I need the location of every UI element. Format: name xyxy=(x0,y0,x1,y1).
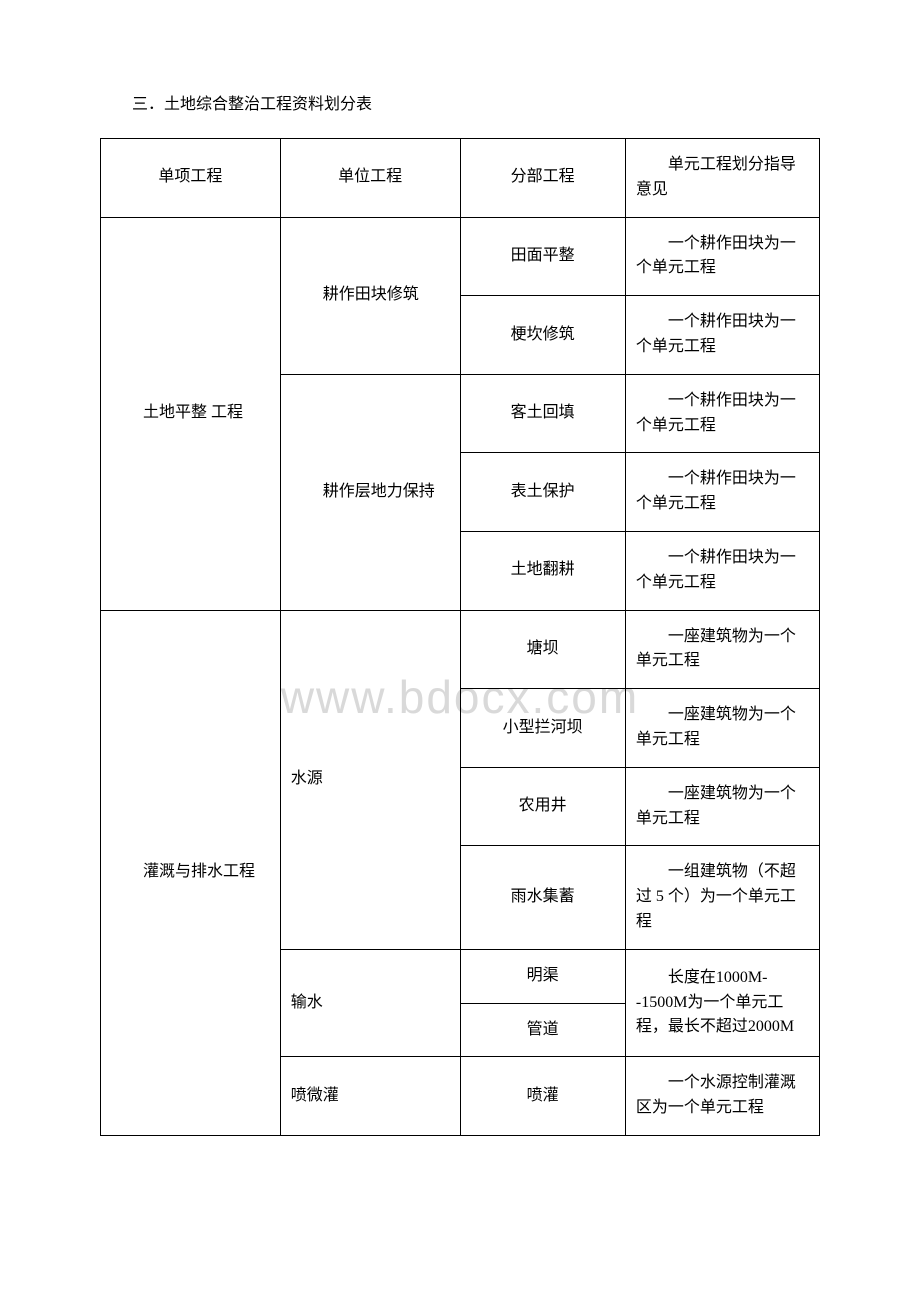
cell-part: 梗坎修筑 xyxy=(460,296,625,375)
page-title: 三．土地综合整治工程资料划分表 xyxy=(100,90,820,114)
cell-unit-2-2: 输水 xyxy=(280,949,460,1057)
header-col4: 单元工程划分指导意见 xyxy=(625,139,819,218)
cell-unit-1-1: 耕作田块修筑 xyxy=(280,217,460,374)
cell-part: 农用井 xyxy=(460,767,625,846)
cell-part: 小型拦河坝 xyxy=(460,689,625,768)
cell-guideline: 一个耕作田块为一个单元工程 xyxy=(625,217,819,296)
cell-guideline: 一个耕作田块为一个单元工程 xyxy=(625,296,819,375)
cell-guideline: 长度在1000M--1500M为一个单元工程，最长不超过2000M xyxy=(625,949,819,1057)
cell-part: 土地翻耕 xyxy=(460,531,625,610)
cell-guideline: 一组建筑物（不超过 5 个）为一个单元工程 xyxy=(625,846,819,949)
cell-part: 雨水集蓄 xyxy=(460,846,625,949)
cell-part: 田面平整 xyxy=(460,217,625,296)
cell-guideline: 一座建筑物为一个单元工程 xyxy=(625,610,819,689)
cell-project-1: 土地平整 工程 xyxy=(101,217,281,610)
header-col2: 单位工程 xyxy=(280,139,460,218)
division-table: 单项工程 单位工程 分部工程 单元工程划分指导意见 土地平整 工程 耕作田块修筑… xyxy=(100,138,820,1136)
cell-unit-2-1: 水源 xyxy=(280,610,460,949)
cell-guideline: 一座建筑物为一个单元工程 xyxy=(625,767,819,846)
cell-part: 塘坝 xyxy=(460,610,625,689)
cell-part: 管道 xyxy=(460,1003,625,1057)
cell-part: 明渠 xyxy=(460,949,625,1003)
cell-unit-2-3: 喷微灌 xyxy=(280,1057,460,1136)
table-header-row: 单项工程 单位工程 分部工程 单元工程划分指导意见 xyxy=(101,139,820,218)
cell-guideline: 一个水源控制灌溉区为一个单元工程 xyxy=(625,1057,819,1136)
cell-part: 喷灌 xyxy=(460,1057,625,1136)
cell-guideline: 一个耕作田块为一个单元工程 xyxy=(625,531,819,610)
table-row: 灌溉与排水工程 水源 塘坝 一座建筑物为一个单元工程 xyxy=(101,610,820,689)
header-col3: 分部工程 xyxy=(460,139,625,218)
cell-project-2: 灌溉与排水工程 xyxy=(101,610,281,1135)
cell-guideline: 一座建筑物为一个单元工程 xyxy=(625,689,819,768)
cell-part: 表土保护 xyxy=(460,453,625,532)
header-col1: 单项工程 xyxy=(101,139,281,218)
cell-guideline: 一个耕作田块为一个单元工程 xyxy=(625,374,819,453)
cell-guideline: 一个耕作田块为一个单元工程 xyxy=(625,453,819,532)
cell-part: 客土回填 xyxy=(460,374,625,453)
cell-unit-1-2: 耕作层地力保持 xyxy=(280,374,460,610)
table-row: 土地平整 工程 耕作田块修筑 田面平整 一个耕作田块为一个单元工程 xyxy=(101,217,820,296)
